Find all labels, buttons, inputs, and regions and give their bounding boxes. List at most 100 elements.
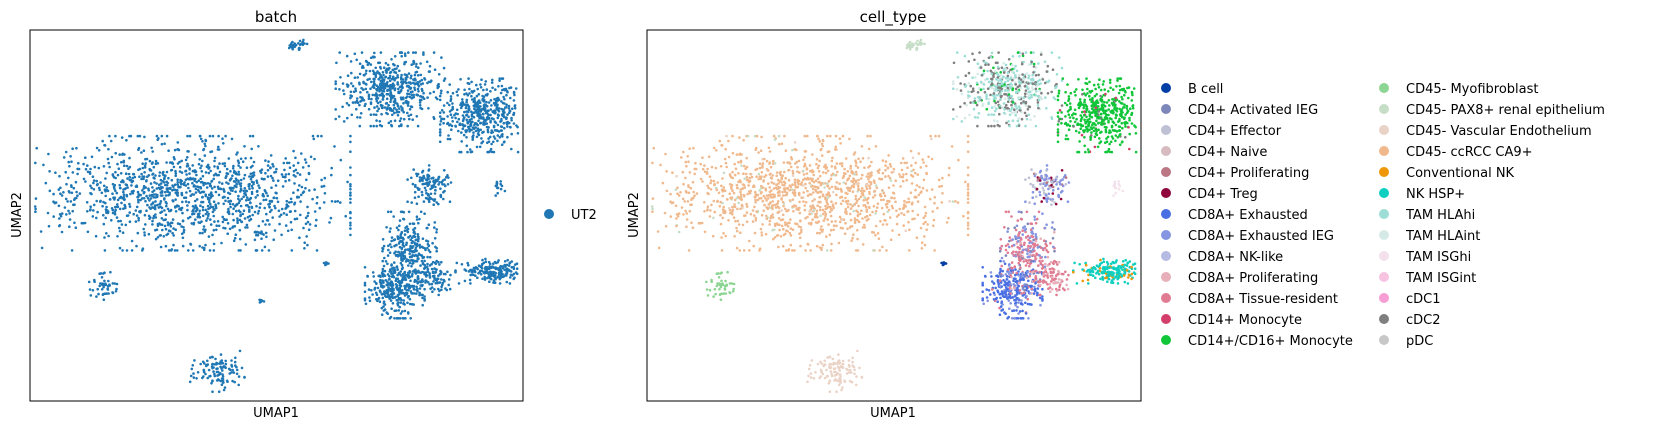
scatter-point (250, 147, 253, 151)
scatter-point (138, 167, 142, 171)
scatter-point (395, 284, 399, 287)
scatter-point (427, 169, 431, 172)
scatter-point (379, 73, 382, 77)
scatter-point (694, 161, 697, 165)
scatter-point (446, 137, 450, 141)
scatter-point (786, 161, 789, 164)
scatter-point (463, 279, 467, 283)
scatter-point (477, 114, 480, 118)
scatter-point (240, 366, 244, 370)
scatter-point (74, 226, 78, 229)
scatter-point (861, 192, 864, 195)
scatter-point (107, 147, 110, 151)
scatter-point (852, 365, 856, 369)
scatter-point (497, 110, 501, 113)
scatter-point (216, 374, 219, 377)
scatter-point (92, 181, 95, 185)
scatter-point (96, 210, 99, 214)
scatter-point (237, 194, 240, 198)
scatter-point (824, 212, 828, 216)
scatter-point (686, 155, 689, 158)
scatter-point (266, 168, 270, 172)
scatter-point (349, 150, 352, 153)
scatter-point (867, 177, 870, 181)
scatter-point (835, 224, 838, 228)
scatter-point (863, 223, 866, 227)
scatter-point (471, 91, 474, 94)
scatter-point (238, 228, 242, 232)
scatter-point (854, 194, 858, 198)
scatter-point (510, 119, 513, 122)
scatter-point (854, 383, 858, 387)
scatter-point (882, 198, 885, 202)
scatter-point (913, 217, 916, 220)
scatter-point (984, 78, 987, 81)
scatter-point (802, 173, 806, 176)
scatter-point (687, 160, 690, 163)
scatter-point (232, 239, 236, 242)
scatter-point (479, 116, 483, 120)
scatter-point (492, 150, 496, 154)
scatter-point (393, 106, 396, 110)
scatter-point (793, 181, 797, 184)
scatter-point (218, 162, 221, 165)
scatter-point (503, 97, 506, 101)
scatter-point (383, 256, 386, 260)
scatter-point (758, 166, 762, 170)
scatter-point (298, 39, 302, 43)
scatter-point (398, 252, 402, 256)
scatter-point (345, 54, 349, 58)
scatter-point (771, 205, 774, 209)
scatter-point (96, 287, 99, 291)
scatter-point (405, 288, 409, 292)
scatter-point (708, 215, 712, 218)
scatter-point (455, 108, 459, 112)
scatter-point (436, 277, 439, 281)
scatter-point (884, 175, 887, 178)
scatter-point (884, 164, 887, 167)
scatter-point (978, 51, 981, 54)
scatter-point (456, 120, 459, 124)
scatter-point (387, 103, 390, 107)
scatter-point (103, 279, 106, 283)
scatter-point (421, 261, 425, 265)
scatter-point (759, 149, 763, 152)
scatter-point (383, 106, 387, 109)
scatter-point (110, 155, 114, 159)
scatter-point (754, 216, 758, 220)
scatter-point (776, 211, 780, 214)
scatter-point (80, 221, 84, 225)
scatter-point (258, 206, 262, 209)
scatter-point (443, 169, 446, 172)
scatter-point (757, 151, 760, 154)
scatter-point (142, 177, 145, 181)
scatter-point (723, 157, 727, 161)
scatter-point (311, 197, 314, 201)
scatter-point (293, 209, 297, 213)
scatter-point (120, 160, 123, 164)
scatter-point (180, 225, 183, 228)
scatter-point (798, 171, 801, 174)
scatter-point (816, 362, 820, 366)
scatter-point (928, 197, 932, 201)
scatter-point (294, 156, 297, 160)
scatter-point (397, 298, 400, 301)
scatter-point (966, 191, 970, 194)
scatter-point (121, 197, 124, 200)
scatter-point (760, 171, 764, 174)
scatter-point (767, 169, 770, 172)
scatter-point (159, 205, 162, 209)
scatter-point (764, 196, 767, 200)
scatter-point (231, 379, 234, 383)
scatter-point (827, 223, 830, 226)
scatter-point (962, 214, 965, 218)
scatter-point (337, 115, 341, 118)
scatter-point (438, 94, 442, 98)
scatter-point (143, 171, 146, 174)
scatter-point (275, 167, 278, 171)
scatter-point (486, 276, 489, 280)
scatter-point (921, 186, 925, 190)
scatter-point (112, 175, 116, 179)
scatter-point (44, 181, 48, 185)
scatter-point (298, 184, 301, 187)
